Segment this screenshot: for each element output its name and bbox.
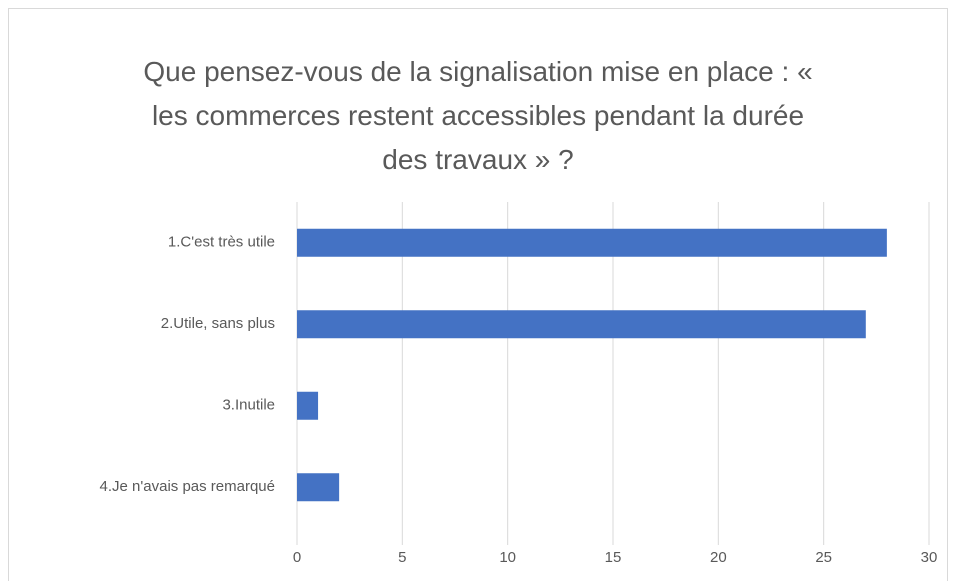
chart-frame [8, 8, 948, 581]
x-tick-label: 5 [398, 549, 406, 566]
chart-title: Que pensez-vous de la signalisation mise… [143, 56, 813, 175]
y-tick-label: 3.Inutile [222, 397, 275, 414]
bar [297, 228, 887, 257]
x-tick-label: 25 [815, 549, 832, 566]
y-tick-label: 1.C'est très utile [168, 234, 275, 251]
y-tick-label: 4.Je n'avais pas remarqué [100, 478, 275, 495]
y-tick-label: 2.Utile, sans plus [161, 315, 275, 332]
x-tick-label: 15 [605, 549, 622, 566]
x-tick-label: 20 [710, 549, 727, 566]
x-tick-label: 30 [921, 549, 938, 566]
x-tick-label: 10 [499, 549, 516, 566]
bar [297, 391, 319, 420]
x-tick-label: 0 [293, 549, 301, 566]
bar [297, 473, 340, 502]
bar [297, 310, 866, 339]
